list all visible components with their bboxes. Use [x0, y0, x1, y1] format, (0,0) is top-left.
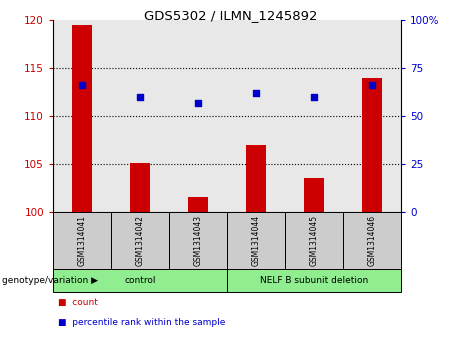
Text: GDS5302 / ILMN_1245892: GDS5302 / ILMN_1245892: [144, 9, 317, 22]
Text: ■  count: ■ count: [58, 298, 97, 307]
Bar: [72, 25, 92, 212]
Text: GSM1314041: GSM1314041: [77, 215, 87, 266]
Text: control: control: [124, 276, 156, 285]
Bar: [246, 145, 266, 212]
Text: NELF B subunit deletion: NELF B subunit deletion: [260, 276, 368, 285]
Text: GSM1314042: GSM1314042: [136, 215, 145, 266]
Text: GSM1314045: GSM1314045: [309, 215, 319, 266]
Text: GSM1314046: GSM1314046: [367, 215, 377, 266]
Point: [78, 82, 86, 88]
Text: genotype/variation ▶: genotype/variation ▶: [2, 276, 98, 285]
Bar: [304, 178, 324, 212]
Bar: [188, 197, 208, 212]
Text: GSM1314043: GSM1314043: [194, 215, 202, 266]
Point: [195, 100, 202, 106]
Point: [252, 90, 260, 96]
Bar: [362, 78, 382, 212]
Text: GSM1314044: GSM1314044: [252, 215, 260, 266]
Point: [310, 94, 318, 100]
Point: [136, 94, 144, 100]
Text: ■  percentile rank within the sample: ■ percentile rank within the sample: [58, 318, 225, 327]
Point: [368, 82, 376, 88]
Bar: [130, 163, 150, 212]
